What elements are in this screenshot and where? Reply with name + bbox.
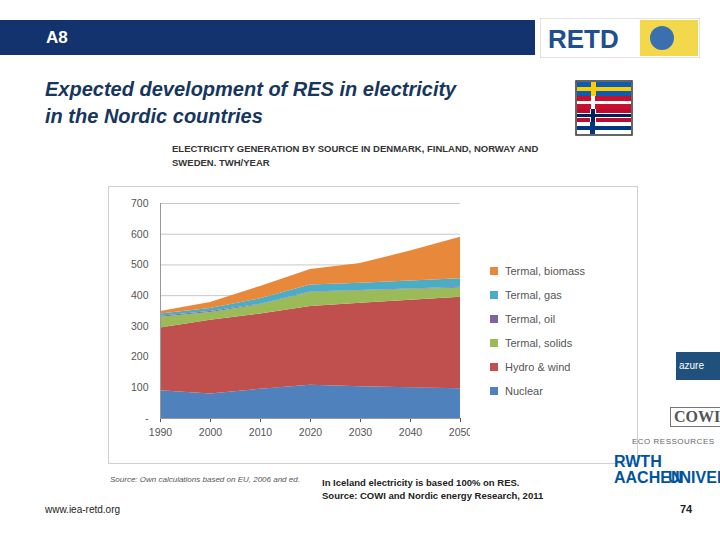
- svg-text:200: 200: [131, 350, 149, 362]
- html-text:Expected development of RES in: Expected development of RES in electrici…: [45, 78, 457, 100]
- svg-text:2050: 2050: [449, 426, 470, 438]
- html-text:Hydro & wind: Hydro & wind: [505, 361, 571, 373]
- svg-text:500: 500: [131, 258, 149, 270]
- html-text:A8: A8: [46, 28, 68, 47]
- svg-text:2000: 2000: [199, 426, 223, 438]
- html-text:Nuclear: Nuclear: [505, 385, 543, 397]
- svg-text:RETD: RETD: [548, 24, 619, 54]
- html-text:Termal, solids: Termal, solids: [505, 337, 573, 349]
- html-text:Termal, oil: Termal, oil: [505, 313, 556, 325]
- svg-text:2040: 2040: [399, 426, 423, 438]
- html-text:Termal, gas: Termal, gas: [505, 289, 562, 301]
- html-text:ECO RESSOURCES: ECO RESSOURCES: [632, 437, 715, 446]
- svg-text:2030: 2030: [349, 426, 373, 438]
- svg-text:600: 600: [131, 228, 149, 240]
- svg-text:100: 100: [131, 381, 149, 393]
- html-text:azure: azure: [679, 360, 704, 371]
- html-text:In Iceland electricity is base: In Iceland electricity is based 100% on …: [322, 477, 520, 488]
- svg-text:2020: 2020: [299, 426, 323, 438]
- svg-text:700: 700: [131, 197, 149, 209]
- html-text:COWI: COWI: [674, 408, 720, 425]
- svg-text:1990: 1990: [149, 426, 173, 438]
- html-text:Source: Own calculations based: Source: Own calculations based on EU, 20…: [110, 475, 300, 484]
- svg-text:-: -: [145, 412, 149, 424]
- html-text:Source: COWI and Nordic energy: Source: COWI and Nordic energy Research,…: [322, 490, 544, 501]
- svg-text:2010: 2010: [249, 426, 273, 438]
- svg-text:300: 300: [131, 320, 149, 332]
- html-text:RWTH AACHEN: RWTH AACHEN: [614, 453, 683, 486]
- html-text:Termal, biomass: Termal, biomass: [505, 265, 586, 277]
- html-text:in the Nordic countries: in the Nordic countries: [45, 105, 263, 127]
- html-text:www.iea-retd.org: www.iea-retd.org: [45, 504, 120, 515]
- html-text:ELECTRICITY GENERATION BY SOUR: ELECTRICITY GENERATION BY SOURCE IN DENM…: [172, 143, 539, 168]
- svg-text:400: 400: [131, 289, 149, 301]
- html-text:74: 74: [680, 503, 693, 515]
